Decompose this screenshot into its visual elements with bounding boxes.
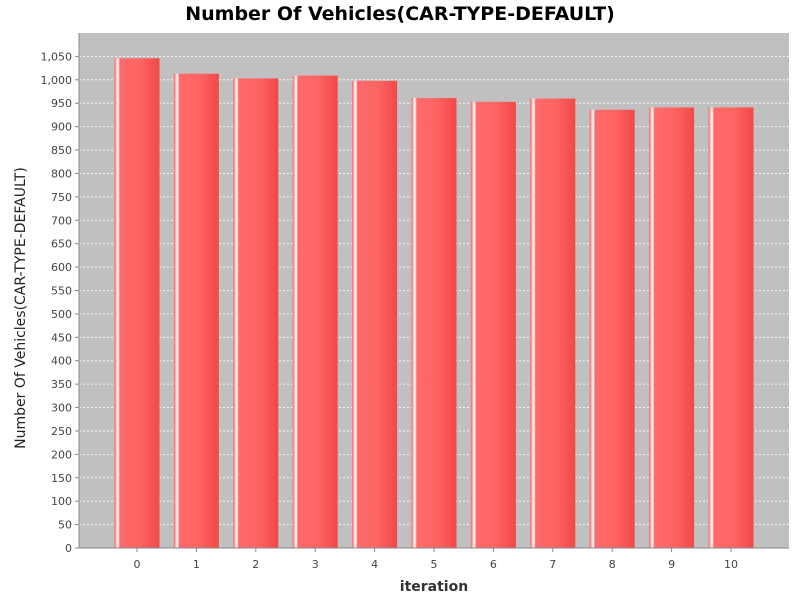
y-tick-label: 600 — [51, 261, 72, 274]
y-tick-label: 350 — [51, 378, 72, 391]
x-tick-label: 1 — [193, 558, 200, 571]
y-tick-label: 750 — [51, 191, 72, 204]
x-axis-ticks: 0 1 2 3 4 5 6 7 8 9 10 — [134, 548, 738, 571]
y-tick-label: 200 — [51, 448, 72, 461]
x-tick-label: 0 — [134, 558, 141, 571]
y-tick-label: 1,000 — [41, 74, 73, 87]
x-tick-label: 2 — [252, 558, 259, 571]
bar-iteration-3 — [292, 75, 338, 548]
bar-iteration-2 — [233, 78, 279, 548]
y-tick-label: 250 — [51, 425, 72, 438]
x-tick-label: 8 — [609, 558, 616, 571]
x-axis-title: iteration — [400, 579, 468, 595]
y-tick-label: 400 — [51, 355, 72, 368]
y-axis-ticks: 0 50 100 150 200 250 300 350 400 450 500 550 600 650 7… — [41, 50, 79, 555]
y-tick-label: 50 — [58, 519, 72, 532]
x-tick-label: 7 — [549, 558, 556, 571]
y-tick-label: 150 — [51, 472, 72, 485]
y-tick-label: 100 — [51, 495, 72, 508]
y-tick-label: 700 — [51, 214, 72, 227]
x-tick-label: 6 — [490, 558, 497, 571]
x-tick-label: 4 — [371, 558, 378, 571]
bar-iteration-6 — [470, 101, 516, 548]
bar-iteration-0 — [114, 58, 160, 548]
y-tick-label: 800 — [51, 167, 72, 180]
x-tick-label: 5 — [431, 558, 438, 571]
y-tick-label: 1,050 — [41, 50, 73, 63]
y-tick-label: 650 — [51, 238, 72, 251]
y-tick-label: 450 — [51, 331, 72, 344]
y-axis-title: Number Of Vehicles(CAR-TYPE-DEFAULT) — [13, 167, 29, 449]
bar-iteration-9 — [649, 107, 695, 548]
y-tick-label: 500 — [51, 308, 72, 321]
y-tick-label: 900 — [51, 121, 72, 134]
bars — [114, 58, 754, 549]
y-tick-label: 950 — [51, 97, 72, 110]
bar-iteration-8 — [589, 109, 635, 549]
y-tick-label: 550 — [51, 285, 72, 298]
y-tick-label: 0 — [65, 542, 72, 555]
bar-iteration-10 — [708, 107, 754, 548]
bar-iteration-7 — [530, 98, 576, 548]
x-tick-label: 10 — [724, 558, 738, 571]
bar-iteration-1 — [173, 73, 219, 549]
y-tick-label: 300 — [51, 402, 72, 415]
y-tick-label: 850 — [51, 144, 72, 157]
x-tick-label: 3 — [312, 558, 319, 571]
bar-iteration-4 — [352, 80, 398, 548]
chart-title: Number Of Vehicles(CAR-TYPE-DEFAULT) — [185, 3, 615, 25]
bar-iteration-5 — [411, 98, 457, 548]
x-tick-label: 9 — [668, 558, 675, 571]
